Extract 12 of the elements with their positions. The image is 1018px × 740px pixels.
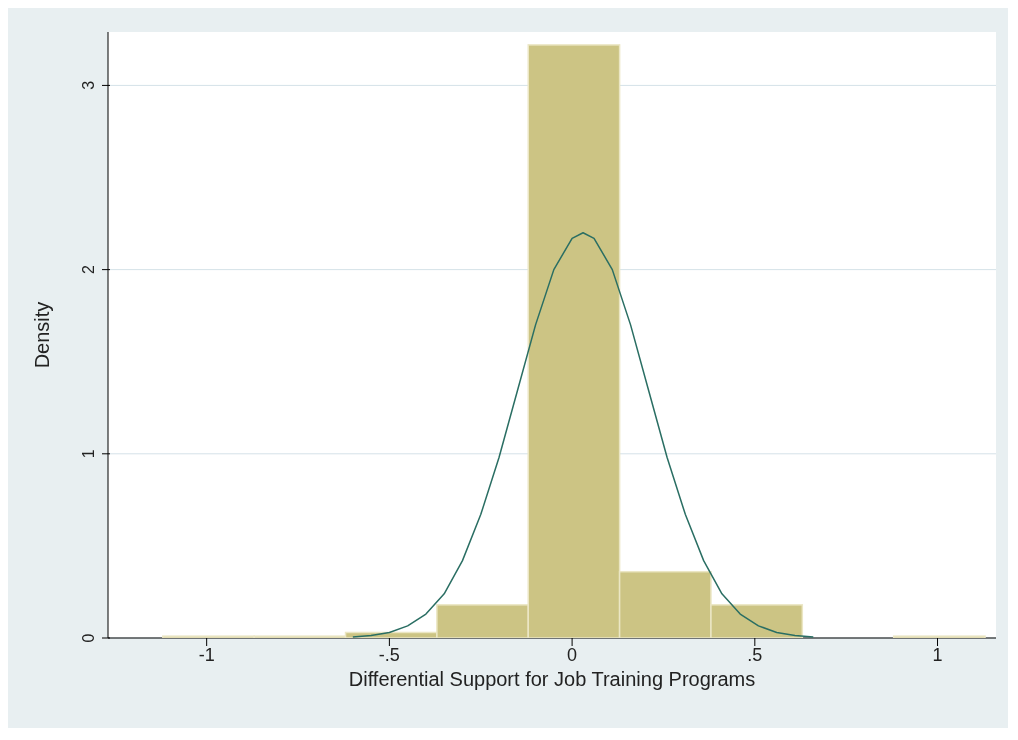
y-tick-label: 3: [80, 80, 97, 90]
line-series: [352, 232, 815, 638]
x-tick-label: 0: [567, 644, 578, 665]
y-axis-title: Density: [31, 301, 54, 369]
x-tick-label: -.5: [378, 644, 400, 665]
x-tick-label: 1: [932, 644, 943, 665]
y-tick-label: 2: [80, 265, 97, 275]
x-axis-title: Differential Support for Job Training Programs: [348, 668, 756, 691]
x-tick-label: .5: [747, 644, 763, 665]
y-tick-label: 0: [80, 633, 97, 643]
y-tick-label: 1: [80, 449, 97, 459]
x-tick-label: -1: [198, 644, 215, 665]
